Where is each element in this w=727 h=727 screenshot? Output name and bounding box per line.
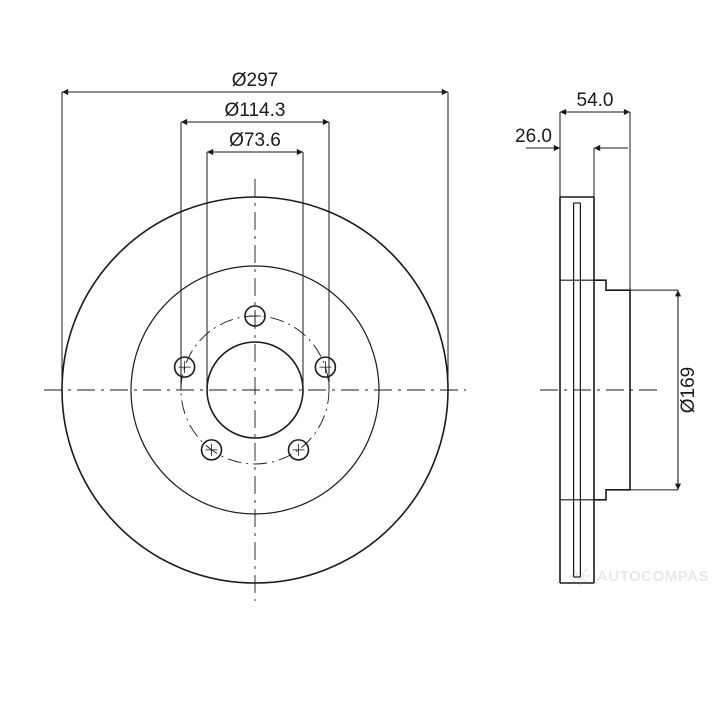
front-view <box>44 179 466 601</box>
watermark: AUTOCOMPAS <box>569 565 709 587</box>
technical-drawing: Ø297 Ø114.3 Ø73.6 54.0 26.0 Ø169 <box>0 0 727 727</box>
dimension-label: Ø169 <box>678 367 699 413</box>
dimension-label: Ø73.6 <box>229 130 281 151</box>
dimension-label: 54.0 <box>577 90 614 111</box>
gear-icon <box>569 565 591 587</box>
watermark-text: AUTOCOMPAS <box>597 568 709 585</box>
dimension-label: 26.0 <box>515 126 552 147</box>
dimension-label: Ø114.3 <box>225 100 286 121</box>
side-view <box>540 197 660 583</box>
dimension-label: Ø297 <box>232 70 278 91</box>
